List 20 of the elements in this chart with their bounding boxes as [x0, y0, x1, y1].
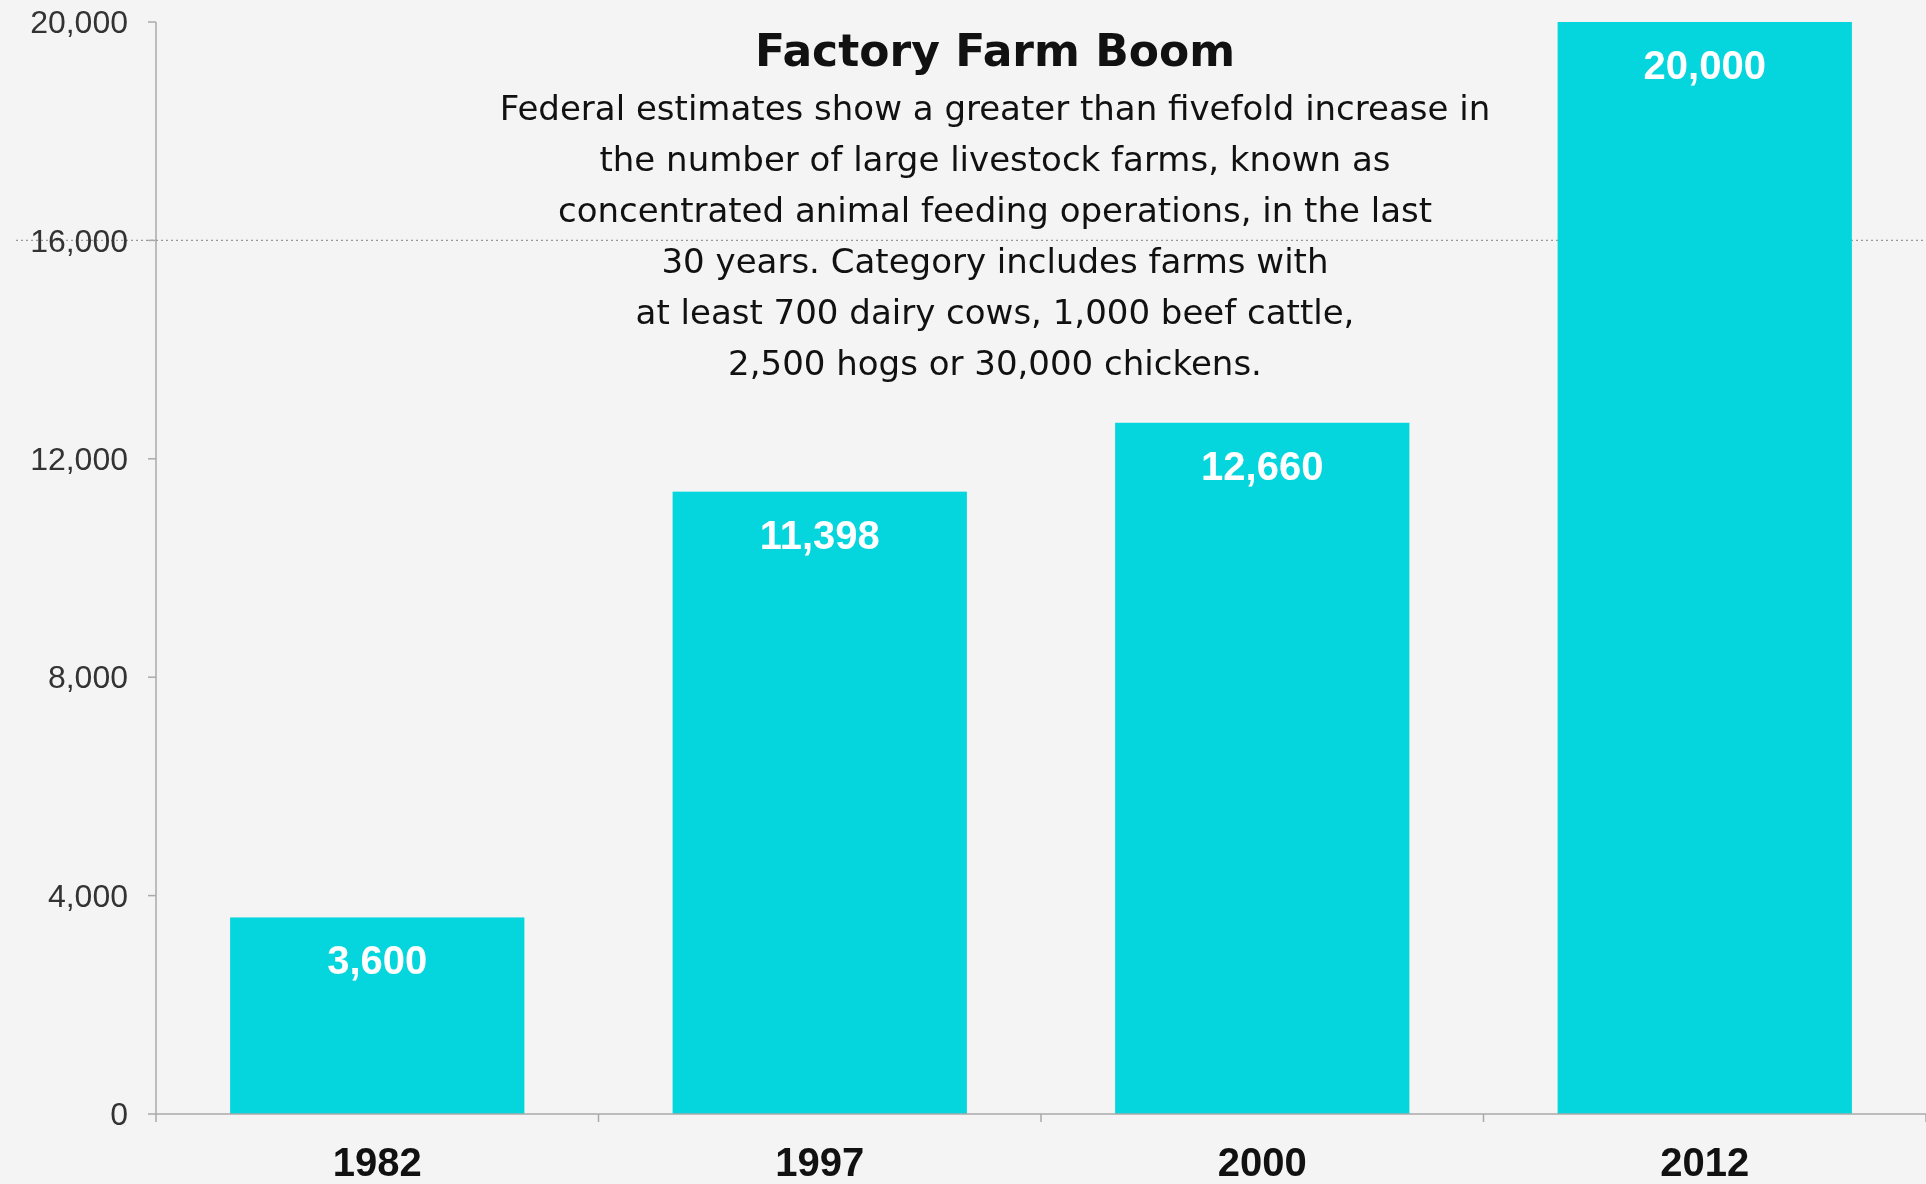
x-tick-label: 2012: [1660, 1140, 1750, 1184]
y-tick-label: 12,000: [30, 441, 128, 477]
chart-title: Factory Farm Boom: [754, 25, 1236, 76]
data-label: 20,000: [1643, 43, 1766, 87]
bar: [1557, 22, 1852, 1114]
x-tick-label: 1997: [775, 1140, 865, 1184]
bar: [230, 917, 525, 1114]
data-label: 12,660: [1201, 443, 1324, 488]
text: Federal estimates show a greater than fivefold increase in the number of large livestock farms, known as concentrated animal feeding operations, in the last 30 years. Category includes farms with at least 700 dairy cows, 1,000 beef cattle, 2,500 hogs or 30,000 chickens.: [499, 88, 1491, 383]
bar: [1115, 422, 1410, 1114]
bar: [672, 491, 967, 1114]
data-label: 11,398: [759, 512, 880, 557]
y-tick-label: 8,000: [47, 659, 128, 696]
data-label: 3,600: [327, 938, 428, 983]
x-tick-label: 2000: [1217, 1140, 1307, 1184]
y-tick-label: 4,000: [47, 877, 128, 914]
y-tick-label: 20,000: [30, 4, 128, 41]
x-tick-label: 1982: [332, 1140, 422, 1184]
y-tick-label: 16,000: [30, 222, 128, 259]
y-tick-label: 0: [110, 1096, 128, 1133]
